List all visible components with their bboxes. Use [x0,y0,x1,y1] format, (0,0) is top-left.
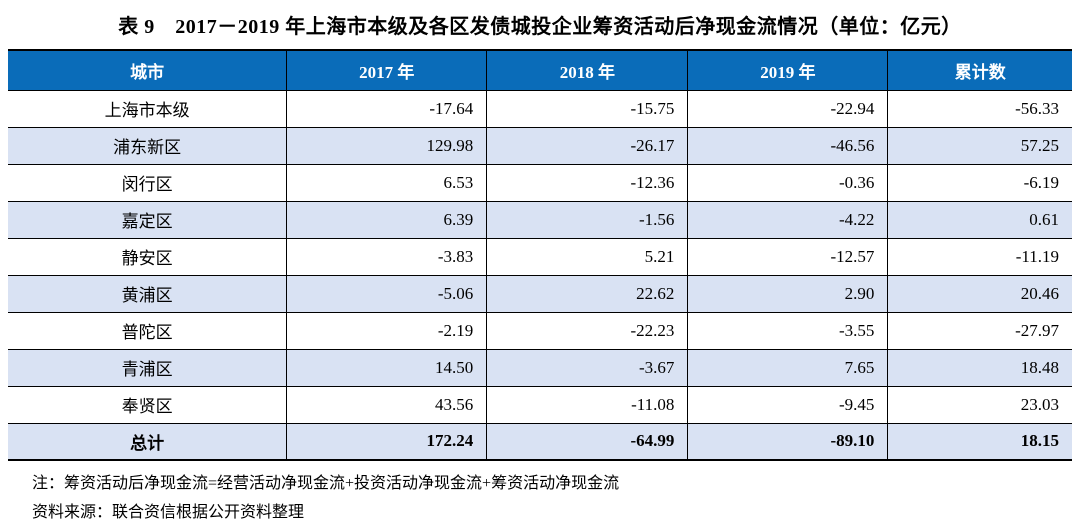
table-row: 闵行区 6.53 -12.36 -0.36 -6.19 [8,164,1072,202]
table-source: 资料来源：联合资信根据公开资料整理 [32,504,305,521]
table-body: 上海市本级 -17.64 -15.75 -22.94 -56.33 浦东新区 129.98-… [8,90,1072,461]
table-row: 浦东新区 129.98 -26.17 -46.56 57.25 [8,127,1072,165]
value-cell: 129.98 [286,127,488,165]
city-cell: 上海市本级 [8,90,288,128]
value-cell: -22.94 [687,90,889,128]
value-cell: -6.19 [887,164,1072,202]
city-cell: 嘉定区 [8,201,288,239]
table-footnotes: 注：筹资活动后净现金流=经营活动净现金流+投资活动净现金流+筹资活动净现金流 资… [8,461,1072,521]
table-note: 注：筹资活动后净现金流=经营活动净现金流+投资活动净现金流+筹资活动净现金流 [32,475,620,492]
value-cell: -22.23 [486,312,689,350]
city-cell: 静安区 [8,238,288,276]
data-table: 城市 2017 年 2018 年 2019 年 累计数 上海市本级 -17.64-… [8,49,1072,461]
table-row: 普陀区 -2.19 -22.23 -3.55 -27.97 [8,312,1072,350]
value-cell: 23.03 [887,386,1072,424]
value-cell: 5.21 [486,238,689,276]
value-cell: -2.19 [286,312,488,350]
value-cell: -27.97 [887,312,1072,350]
value-cell: -9.45 [687,386,889,424]
value-cell: -3.83 [286,238,488,276]
header-row: 城市 2017 年 2018 年 2019 年 累计数 [8,50,1072,91]
table-row: 嘉定区 6.39 -1.56 -4.22 0.61 [8,201,1072,239]
value-cell: -12.36 [486,164,689,202]
value-cell: 20.46 [887,275,1072,313]
city-cell: 普陀区 [8,312,288,350]
total-row: 总计 172.24 -64.99 -89.10 18.15 [8,423,1072,461]
value-cell: -11.08 [486,386,689,424]
value-cell: -89.10 [687,423,889,461]
value-cell: -12.57 [687,238,889,276]
table-row: 静安区 -3.83 5.21 -12.57 -11.19 [8,238,1072,276]
value-cell: -11.19 [887,238,1072,276]
value-cell: 6.39 [286,201,488,239]
table-title: 表 9 2017－2019 年上海市本级及各区发债城投企业筹资活动后净现金流情况… [118,16,962,38]
value-cell: 22.62 [486,275,689,313]
city-cell: 闵行区 [8,164,288,202]
value-cell: -64.99 [486,423,689,461]
value-cell: -3.67 [486,349,689,387]
value-cell: -17.64 [286,90,488,128]
value-cell: 2.90 [687,275,889,313]
value-cell: 18.15 [887,423,1072,461]
table-row: 黄浦区 -5.06 22.62 2.90 20.46 [8,275,1072,313]
table-row: 青浦区 14.50 -3.67 7.65 18.48 [8,349,1072,387]
value-cell: -1.56 [486,201,689,239]
value-cell: 57.25 [887,127,1072,165]
value-cell: 7.65 [687,349,889,387]
value-cell: -56.33 [887,90,1072,128]
table-row: 奉贤区 43.56 -11.08 -9.45 23.03 [8,386,1072,424]
value-cell: 0.61 [887,201,1072,239]
city-cell: 浦东新区 [8,127,288,165]
column-header-2017: 2017 年 [286,50,488,91]
column-header-2018: 2018 年 [486,50,689,91]
column-header-city: 城市 [8,50,288,91]
city-cell: 总计 [8,423,288,461]
column-header-cumulative: 累计数 [887,50,1072,91]
city-cell: 黄浦区 [8,275,288,313]
table-row: 上海市本级 -17.64 -15.75 -22.94 -56.33 [8,90,1072,128]
value-cell: -15.75 [486,90,689,128]
value-cell: 18.48 [887,349,1072,387]
value-cell: 14.50 [286,349,488,387]
city-cell: 奉贤区 [8,386,288,424]
value-cell: -5.06 [286,275,488,313]
value-cell: -46.56 [687,127,889,165]
value-cell: 43.56 [286,386,488,424]
value-cell: -3.55 [687,312,889,350]
value-cell: 172.24 [286,423,488,461]
city-cell: 青浦区 [8,349,288,387]
column-header-2019: 2019 年 [687,50,889,91]
value-cell: -26.17 [486,127,689,165]
value-cell: -0.36 [687,164,889,202]
value-cell: 6.53 [286,164,488,202]
value-cell: -4.22 [687,201,889,239]
